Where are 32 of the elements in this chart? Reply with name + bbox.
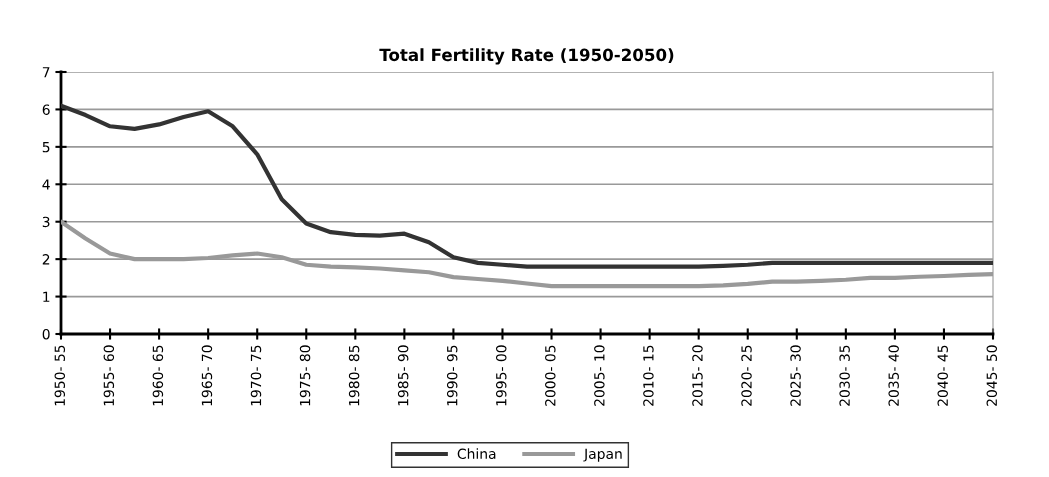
x-tick-label: 2025- 30 bbox=[790, 345, 801, 406]
x-tick-label: 1995- 00 bbox=[496, 345, 507, 406]
x-tick-label: 2015- 20 bbox=[692, 345, 703, 406]
x-tick-label: 1980- 85 bbox=[348, 345, 360, 406]
x-tick-label: 2000- 05 bbox=[545, 345, 556, 406]
x-tick-label: 1970- 75 bbox=[250, 345, 262, 406]
x-tick-label: 2020- 25 bbox=[741, 345, 752, 406]
x-tick-label: 1965- 70 bbox=[201, 345, 213, 406]
x-tick-label: 2040- 45 bbox=[937, 345, 948, 406]
legend-label: Japan bbox=[583, 448, 622, 462]
y-tick-label: 4 bbox=[42, 179, 50, 190]
x-tick-label: 2030- 35 bbox=[839, 345, 850, 406]
y-tick-label: 5 bbox=[42, 142, 50, 153]
x-tick-label: 2035- 40 bbox=[888, 345, 899, 406]
x-tick-label: 1955- 60 bbox=[103, 345, 115, 406]
x-tick-label: 1960- 65 bbox=[152, 345, 164, 406]
y-tick-label: 0 bbox=[42, 328, 50, 340]
x-tick-label: 1985- 90 bbox=[397, 345, 409, 406]
x-tick-label: 1975- 80 bbox=[299, 345, 311, 406]
legend-label: China bbox=[457, 448, 496, 460]
y-tick-label: 7 bbox=[42, 67, 50, 78]
x-tick-label: 1950- 55 bbox=[54, 345, 66, 406]
y-tick-label: 1 bbox=[43, 291, 50, 302]
x-tick-label: 1990- 95 bbox=[446, 345, 458, 406]
x-tick-label: 2045- 50 bbox=[986, 345, 998, 406]
y-tick-label: 6 bbox=[42, 104, 50, 115]
x-tick-label: 2005- 10 bbox=[594, 345, 605, 406]
chart-title: Total Fertility Rate (1950-2050) bbox=[379, 48, 674, 65]
y-tick-label: 3 bbox=[42, 216, 50, 228]
y-tick-label: 2 bbox=[42, 254, 50, 265]
line-series bbox=[61, 103, 993, 269]
x-tick-label: 2010- 15 bbox=[643, 345, 654, 406]
